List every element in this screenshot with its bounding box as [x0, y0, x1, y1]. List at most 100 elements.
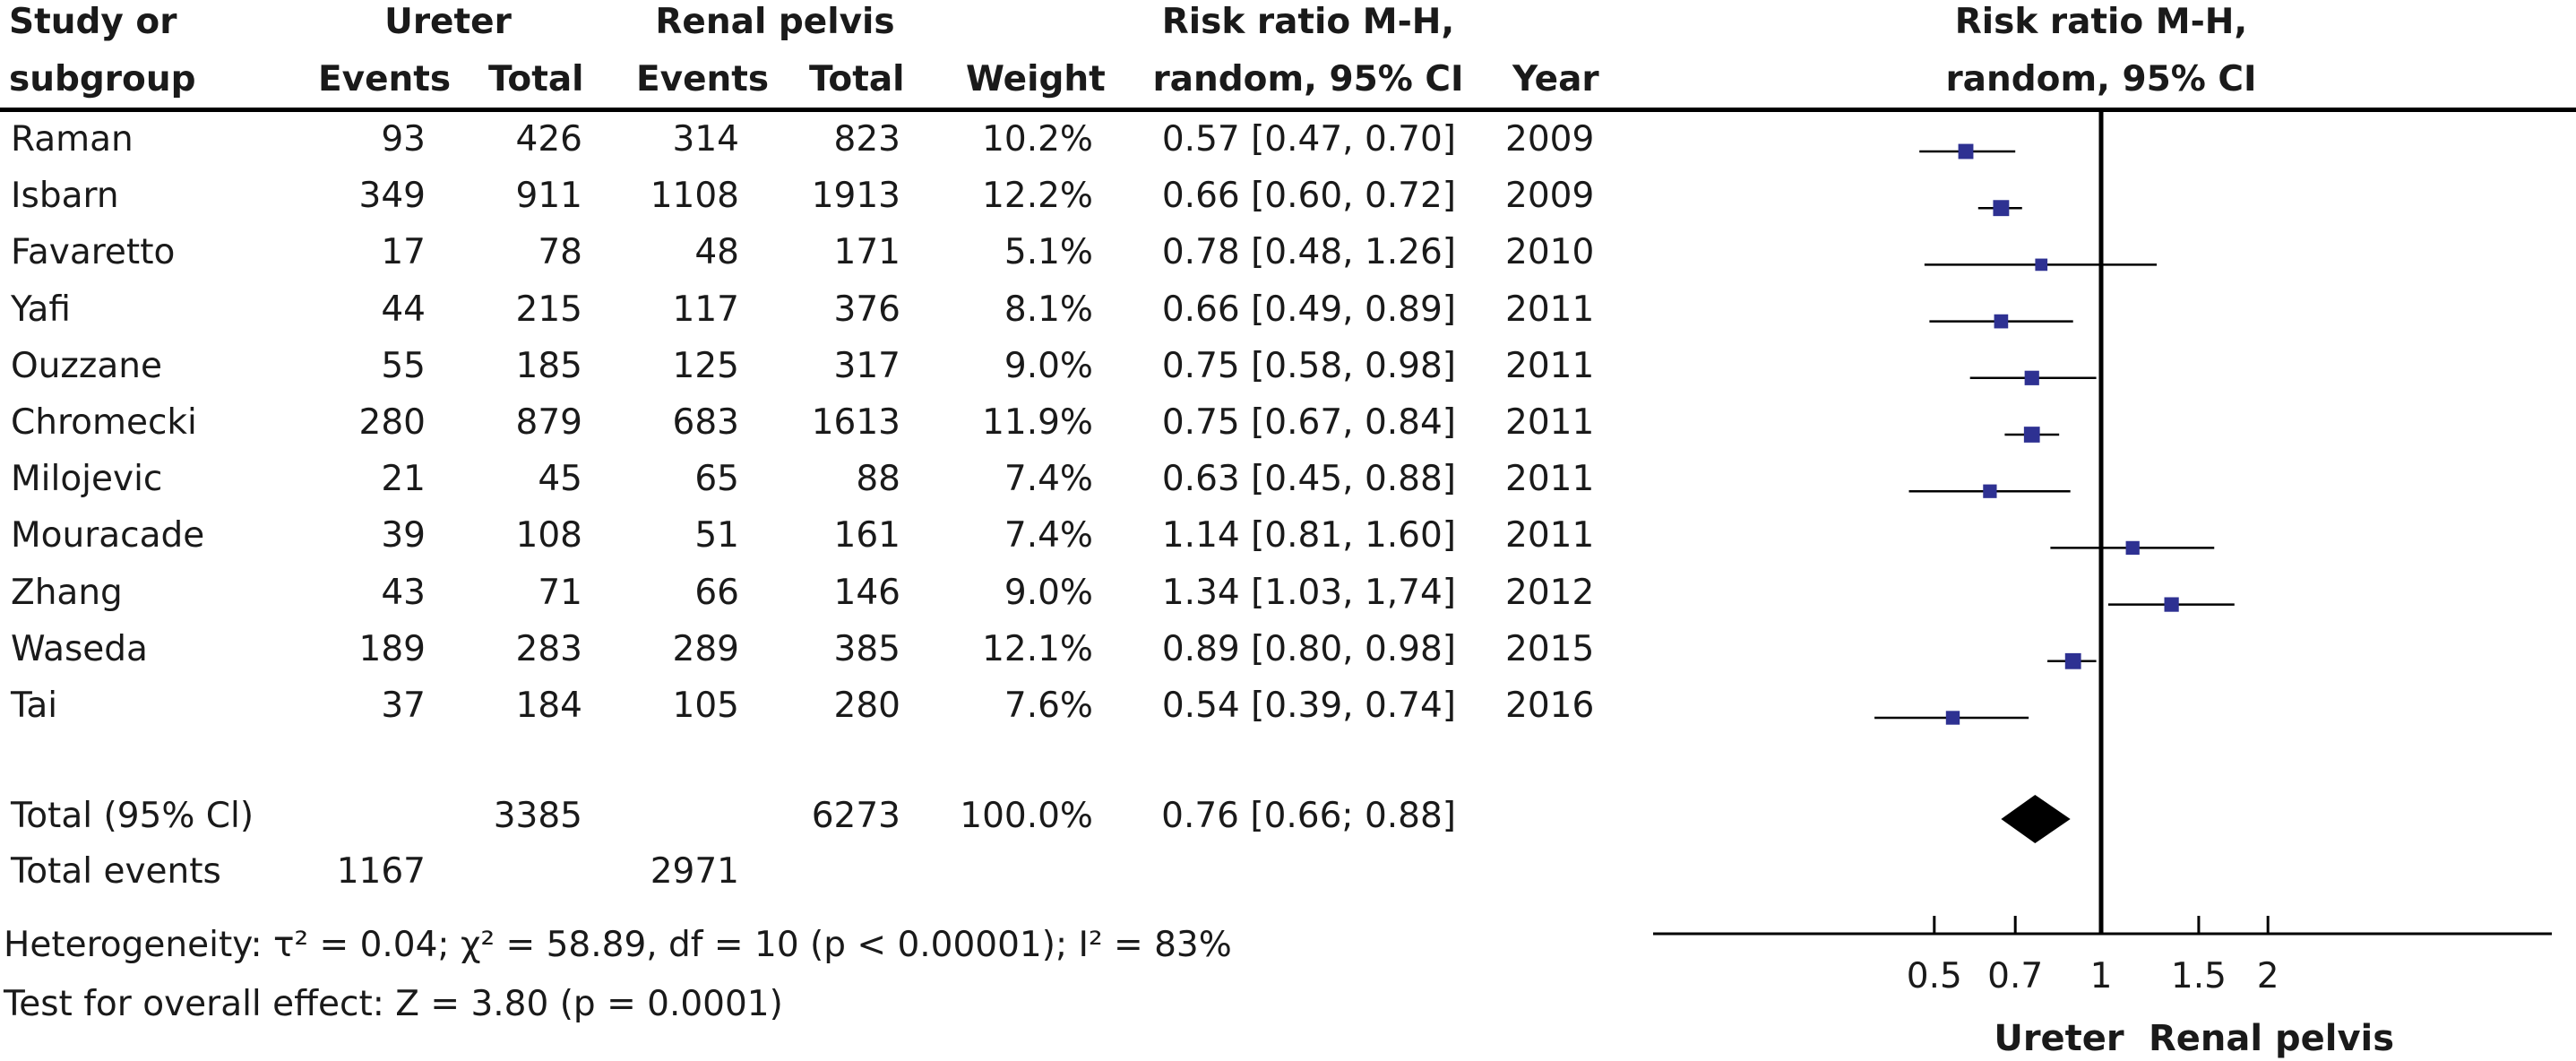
weight-value: 9.0% [1004, 345, 1093, 386]
pelvis-events: 105 [672, 686, 739, 726]
study-marker [2035, 258, 2048, 272]
weight-value: 7.6% [1004, 686, 1093, 726]
header-ureter: Ureter [384, 2, 512, 42]
header-events-pelvis: Events [636, 59, 770, 99]
ureter-events: 39 [381, 515, 426, 556]
ureter-events: 37 [381, 686, 426, 726]
pelvis-events: 289 [672, 628, 739, 669]
year-value: 2016 [1505, 686, 1595, 726]
ureter-total: 215 [515, 289, 582, 330]
year-value: 2011 [1505, 459, 1595, 500]
study-name: Raman [11, 119, 134, 160]
pelvis-total: 823 [833, 119, 900, 160]
ureter-total: 45 [538, 459, 582, 500]
x-tick-label: 0.5 [1907, 956, 1962, 996]
ci-value: 1.34 [1.03, 1,74] [1161, 572, 1456, 613]
ureter-total: 78 [538, 232, 582, 273]
header-total-pelvis: Total [809, 59, 905, 99]
pelvis-total: 376 [833, 289, 900, 330]
total-events-pelvis: 2971 [650, 851, 739, 892]
total-events-ureter: 1167 [336, 851, 426, 892]
total-events-label: Total events [11, 851, 221, 892]
header-rr-1: Risk ratio M-H, [1161, 2, 1455, 42]
ureter-events: 44 [381, 289, 426, 330]
study-marker [1993, 200, 2010, 217]
ureter-total: 426 [515, 119, 582, 160]
weight-value: 12.2% [982, 176, 1093, 217]
study-marker [1958, 143, 1974, 160]
ureter-events: 43 [381, 572, 426, 613]
ci-value: 0.78 [0.48, 1.26] [1161, 232, 1456, 273]
ci-value: 0.66 [0.49, 0.89] [1161, 289, 1456, 330]
header-rr-2: random, 95% CI [1152, 59, 1464, 99]
overall-effect-text: Test for overall effect: Z = 3.80 (p = 0… [4, 984, 783, 1024]
weight-value: 9.0% [1004, 572, 1093, 613]
weight-value: 5.1% [1004, 232, 1093, 273]
weight-value: 10.2% [982, 119, 1093, 160]
ureter-events: 349 [358, 176, 426, 217]
pelvis-total: 161 [833, 515, 900, 556]
pelvis-events: 683 [672, 402, 739, 443]
study-marker [1983, 484, 1997, 498]
ureter-events: 55 [381, 345, 426, 386]
study-marker [1945, 711, 1960, 725]
weight-value: 12.1% [982, 628, 1093, 669]
favours-pelvis-label: Renal pelvis [2149, 1018, 2394, 1059]
header-events-ureter: Events [318, 59, 452, 99]
total-pelvis: 6273 [811, 796, 900, 836]
ci-value: 0.75 [0.67, 0.84] [1161, 402, 1456, 443]
ureter-events: 93 [381, 119, 426, 160]
pooled-diamond [2001, 795, 2071, 843]
ureter-events: 21 [381, 459, 426, 500]
year-value: 2011 [1505, 515, 1595, 556]
year-value: 2015 [1505, 628, 1595, 669]
year-value: 2011 [1505, 402, 1595, 443]
weight-value: 7.4% [1004, 459, 1093, 500]
x-tick-label: 1.5 [2171, 956, 2227, 996]
study-name: Zhang [11, 572, 123, 613]
total-label: Total (95% Cl) [11, 796, 254, 836]
study-name: Tai [11, 686, 58, 726]
pelvis-events: 125 [672, 345, 739, 386]
pelvis-events: 48 [694, 232, 739, 273]
ureter-total: 911 [515, 176, 582, 217]
study-name: Isbarn [11, 176, 119, 217]
study-marker [2023, 427, 2040, 443]
header-study-or: Study or [9, 2, 177, 42]
ureter-total: 879 [515, 402, 582, 443]
pelvis-events: 117 [672, 289, 739, 330]
pelvis-total: 280 [833, 686, 900, 726]
study-name: Ouzzane [11, 345, 162, 386]
ci-value: 0.63 [0.45, 0.88] [1161, 459, 1456, 500]
header-weight: Weight [966, 59, 1106, 99]
ureter-events: 189 [358, 628, 426, 669]
study-name: Milojevic [11, 459, 163, 500]
pelvis-total: 1613 [811, 402, 900, 443]
total-ci: 0.76 [0.66; 0.88] [1161, 796, 1456, 836]
study-marker [1994, 314, 2009, 329]
total-ureter: 3385 [493, 796, 582, 836]
ci-value: 1.14 [0.81, 1.60] [1161, 515, 1456, 556]
total-weight: 100.0% [960, 796, 1093, 836]
ureter-total: 283 [515, 628, 582, 669]
study-name: Yafi [11, 289, 71, 330]
ci-value: 0.66 [0.60, 0.72] [1161, 176, 1456, 217]
pelvis-total: 1913 [811, 176, 900, 217]
pelvis-events: 1108 [650, 176, 739, 217]
pelvis-total: 146 [833, 572, 900, 613]
study-name: Chromecki [11, 402, 197, 443]
study-name: Favaretto [11, 232, 176, 273]
ci-value: 0.89 [0.80, 0.98] [1161, 628, 1456, 669]
header-plot-2: random, 95% CI [1945, 59, 2257, 99]
ureter-total: 71 [538, 572, 582, 613]
header-plot-1: Risk ratio M-H, [1954, 2, 2248, 42]
ureter-total: 185 [515, 345, 582, 386]
ci-value: 0.75 [0.58, 0.98] [1161, 345, 1456, 386]
pelvis-events: 65 [694, 459, 739, 500]
ureter-events: 17 [381, 232, 426, 273]
pelvis-total: 385 [833, 628, 900, 669]
ci-value: 0.54 [0.39, 0.74] [1161, 686, 1456, 726]
study-name: Mouracade [11, 515, 205, 556]
study-marker [2064, 652, 2081, 669]
weight-value: 11.9% [982, 402, 1093, 443]
